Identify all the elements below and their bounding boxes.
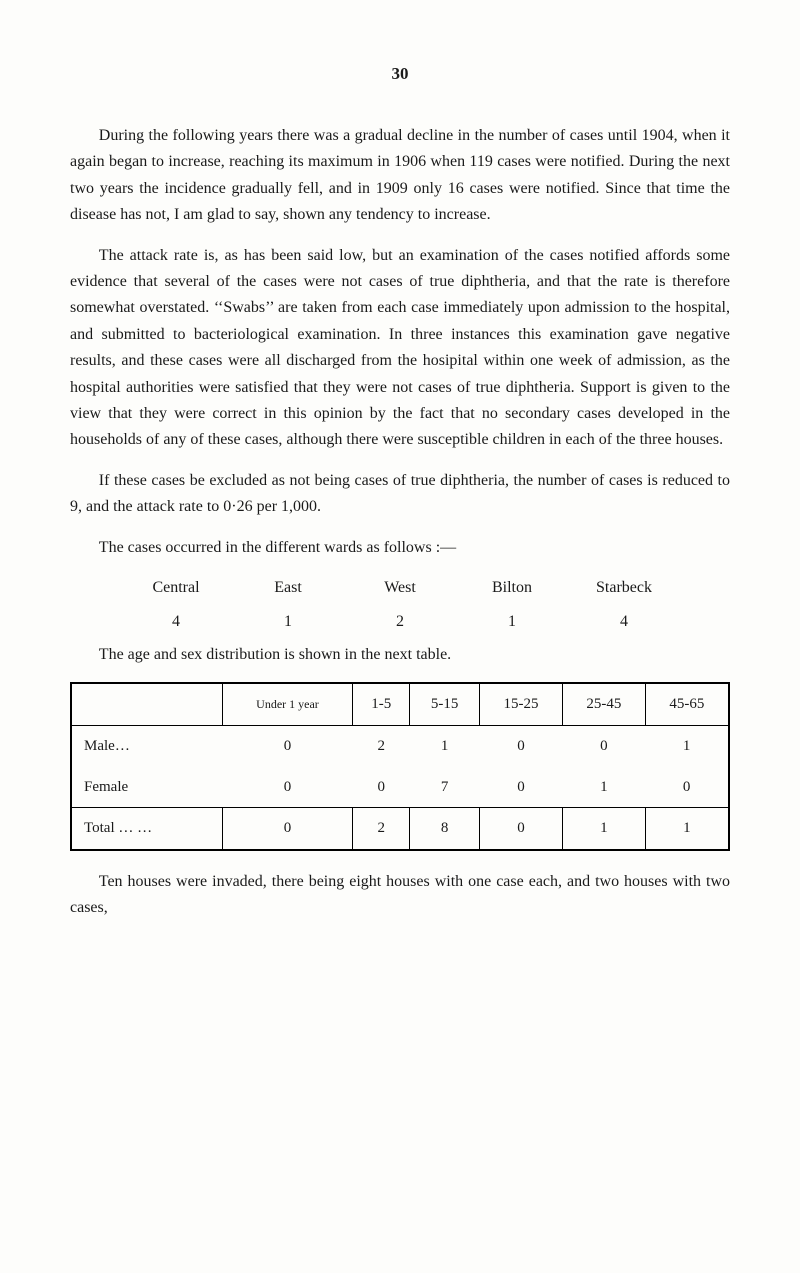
total-15-25: 0 [480, 808, 563, 850]
page-number: 30 [70, 60, 730, 88]
ward-values-row: 4 1 2 1 4 [120, 609, 680, 635]
female-5-15: 7 [410, 767, 480, 808]
age-sex-table: Under 1 year 1-5 5-15 15-25 25-45 45-65 … [70, 682, 730, 851]
male-45-65: 1 [645, 725, 729, 766]
ward-value-central: 4 [120, 609, 232, 635]
paragraph-5: The age and sex distribution is shown in… [70, 642, 730, 668]
female-45-65: 0 [645, 767, 729, 808]
table-row-total: Total … … 0 2 8 0 1 1 [71, 808, 729, 850]
row-label-female: Female [71, 767, 222, 808]
paragraph-6: Ten houses were invaded, there being eig… [70, 869, 730, 922]
ward-value-bilton: 1 [456, 609, 568, 635]
male-5-15: 1 [410, 725, 480, 766]
paragraph-4: The cases occurred in the different ward… [70, 535, 730, 561]
female-25-45: 1 [562, 767, 645, 808]
female-under1: 0 [222, 767, 353, 808]
male-under1: 0 [222, 725, 353, 766]
ward-header-east: East [232, 575, 344, 601]
male-25-45: 0 [562, 725, 645, 766]
table-col-1-5: 1-5 [353, 683, 410, 725]
table-col-45-65: 45-65 [645, 683, 729, 725]
total-5-15: 8 [410, 808, 480, 850]
ward-value-starbeck: 4 [568, 609, 680, 635]
ward-header-west: West [344, 575, 456, 601]
ward-header-bilton: Bilton [456, 575, 568, 601]
female-15-25: 0 [480, 767, 563, 808]
male-1-5: 2 [353, 725, 410, 766]
total-1-5: 2 [353, 808, 410, 850]
male-15-25: 0 [480, 725, 563, 766]
ward-header-central: Central [120, 575, 232, 601]
paragraph-1: During the following years there was a g… [70, 123, 730, 229]
table-col-25-45: 25-45 [562, 683, 645, 725]
table-col-5-15: 5-15 [410, 683, 480, 725]
table-col-under1: Under 1 year [222, 683, 353, 725]
table-col-15-25: 15-25 [480, 683, 563, 725]
paragraph-3: If these cases be excluded as not being … [70, 468, 730, 521]
row-label-total: Total … … [71, 808, 222, 850]
ward-headers-row: Central East West Bilton Starbeck [120, 575, 680, 601]
female-1-5: 0 [353, 767, 410, 808]
ward-value-west: 2 [344, 609, 456, 635]
ward-header-starbeck: Starbeck [568, 575, 680, 601]
table-row-male: Male… 0 2 1 0 0 1 [71, 725, 729, 766]
total-25-45: 1 [562, 808, 645, 850]
ward-value-east: 1 [232, 609, 344, 635]
total-45-65: 1 [645, 808, 729, 850]
total-under1: 0 [222, 808, 353, 850]
table-header-row: Under 1 year 1-5 5-15 15-25 25-45 45-65 [71, 683, 729, 725]
table-col-empty [71, 683, 222, 725]
paragraph-2: The attack rate is, as has been said low… [70, 243, 730, 454]
table-row-female: Female 0 0 7 0 1 0 [71, 767, 729, 808]
row-label-male: Male… [71, 725, 222, 766]
